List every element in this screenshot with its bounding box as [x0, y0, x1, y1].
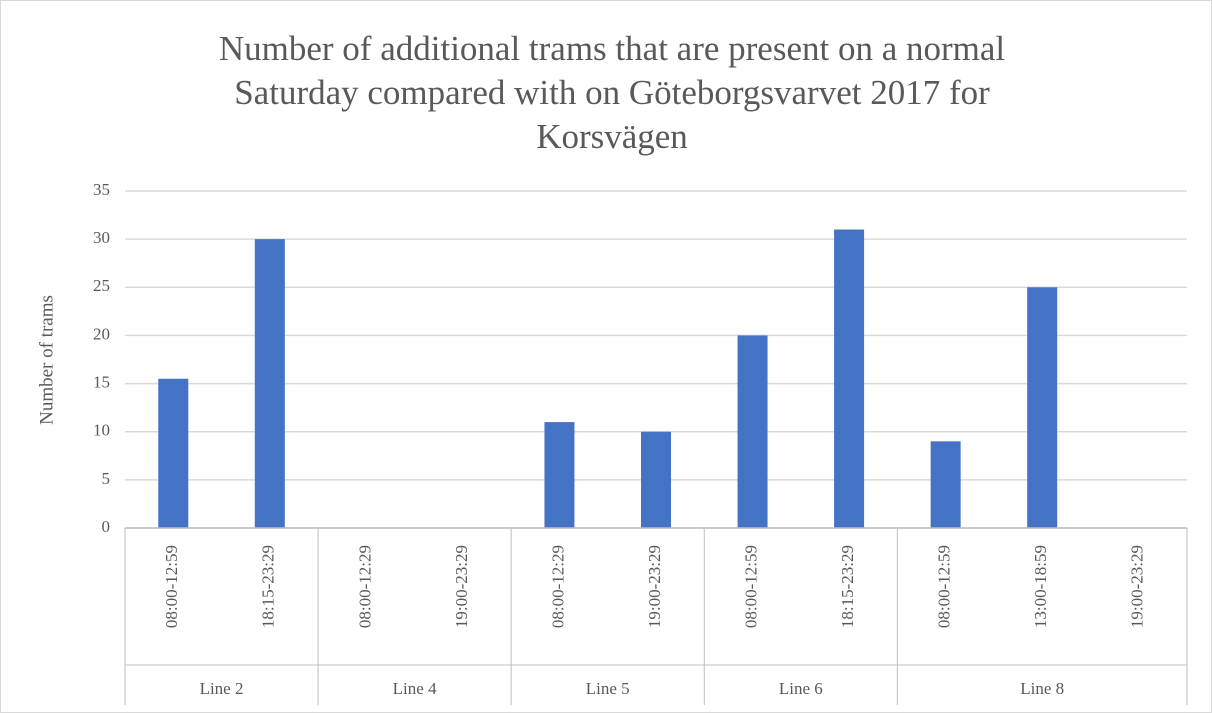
y-tick-label: 15 — [93, 372, 110, 391]
bar — [1027, 287, 1058, 528]
x-tick-label: 08:00-12:59 — [162, 545, 181, 628]
x-tick-label: 18:15-23:29 — [838, 545, 857, 628]
bar — [158, 378, 189, 528]
y-tick-label: 10 — [93, 421, 110, 440]
y-tick-label: 30 — [93, 228, 110, 247]
x-tick-label: 08:00-12:59 — [741, 545, 760, 628]
bar — [641, 431, 671, 528]
group-label: Line 5 — [586, 679, 630, 698]
x-tick-label: 08:00-12:29 — [355, 545, 374, 628]
chart-title: Saturday compared with on Göteborgsvarve… — [234, 73, 990, 112]
bar — [930, 441, 961, 528]
bar — [544, 422, 575, 528]
x-tick-label: 08:00-12:29 — [548, 545, 567, 628]
y-tick-label: 0 — [102, 517, 111, 536]
bar — [834, 229, 865, 528]
bar — [254, 239, 285, 528]
bar — [737, 335, 768, 528]
chart-title: Number of additional trams that are pres… — [219, 29, 1006, 68]
x-tick-label: 18:15-23:29 — [259, 545, 278, 628]
x-tick-label: 19:00-23:29 — [645, 545, 664, 628]
y-tick-label: 5 — [102, 469, 111, 488]
x-tick-label: 19:00-23:29 — [1128, 545, 1147, 628]
group-label: Line 8 — [1020, 679, 1064, 698]
chart-title: Korsvägen — [536, 117, 688, 156]
x-tick-label: 19:00-23:29 — [452, 545, 471, 628]
y-tick-label: 25 — [93, 276, 110, 295]
group-label: Line 2 — [200, 679, 244, 698]
group-label: Line 4 — [393, 679, 437, 698]
y-axis-label: Number of trams — [36, 295, 57, 425]
x-tick-label: 08:00-12:59 — [935, 545, 954, 628]
group-label: Line 6 — [779, 679, 823, 698]
y-tick-label: 35 — [93, 180, 110, 199]
y-tick-label: 20 — [93, 324, 110, 343]
x-tick-label: 13:00-18:59 — [1031, 545, 1050, 628]
